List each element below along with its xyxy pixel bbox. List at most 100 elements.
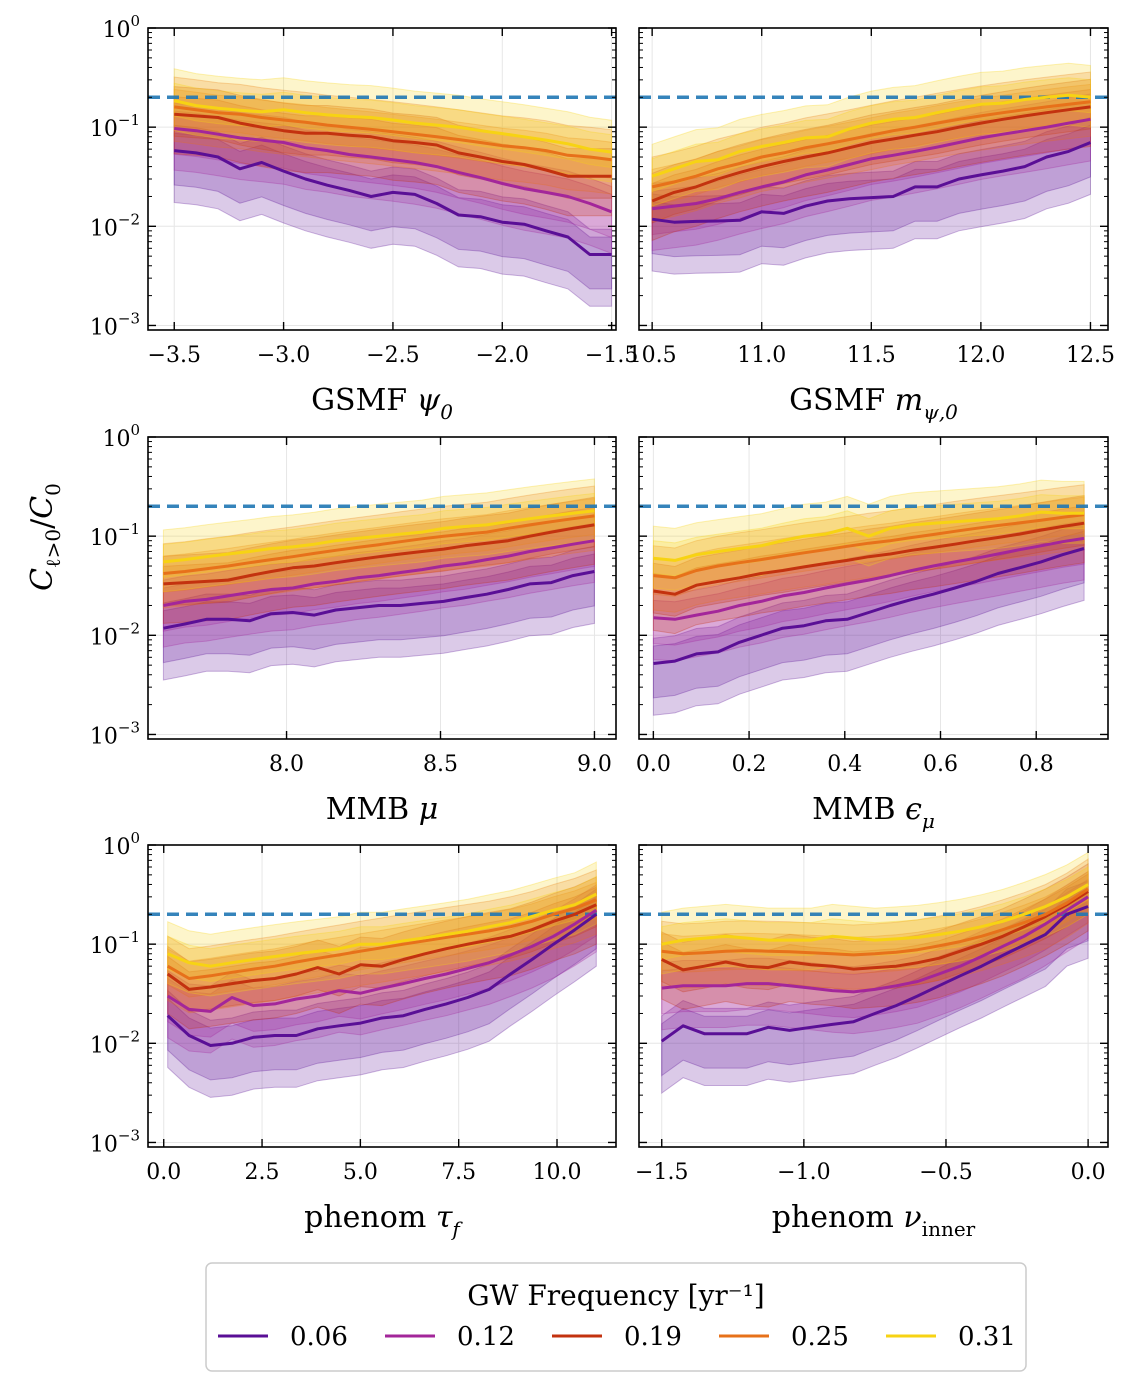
y-tick-label: 10−2 <box>90 619 140 650</box>
band-0.12-inner <box>162 522 595 632</box>
series-line-0.31 <box>163 509 595 564</box>
y-tick-label: 10−1 <box>90 520 140 551</box>
series-line-0.06 <box>174 149 612 256</box>
series-line-0.19 <box>166 903 597 991</box>
y-tick-label: 100 <box>102 421 140 452</box>
band-0.25-inner <box>167 881 597 998</box>
x-tick-label: 0.0 <box>1071 1160 1106 1185</box>
plot-area <box>639 479 1108 716</box>
x-tick-label: 2.5 <box>245 1160 280 1185</box>
x-tick-label: 0.4 <box>827 752 862 777</box>
x-tick-label: 0.0 <box>146 1160 181 1185</box>
series-line-0.19 <box>163 523 595 586</box>
series-line-0.12 <box>174 127 613 214</box>
legend-label-0.06: 0.06 <box>290 1322 348 1352</box>
x-tick-label: −3.5 <box>148 343 201 368</box>
legend-label-0.12: 0.12 <box>457 1322 515 1352</box>
x-tick-label: 10.0 <box>533 1160 582 1185</box>
series-line-0.06 <box>653 547 1085 665</box>
series-line-0.31 <box>167 892 597 968</box>
plot-area <box>148 861 616 1098</box>
series-line-0.31 <box>653 510 1085 562</box>
legend-box <box>205 1262 1027 1372</box>
x-tick-label: 0.8 <box>1019 752 1054 777</box>
x-axis-label: phenom τf <box>304 1200 463 1241</box>
panel-mmb-epsmu: 0.0 0.2 0.4 0.6 0.8 MMB ϵμ <box>636 436 1109 833</box>
legend-title: GW Frequency [yr⁻¹] <box>467 1279 764 1312</box>
panel-phenom-tauf: 0.0 2.5 5.0 7.5 10.0 10−3 10−2 10−1 100 phenom τf <box>90 829 617 1241</box>
series-line-0.19 <box>174 112 612 178</box>
x-tick-label: 7.5 <box>441 1160 476 1185</box>
y-tick-label: 100 <box>102 829 140 860</box>
panel-mmb-mu: 8.0 8.5 9.0 10−3 10−2 10−1 100 MMB μ <box>90 421 617 827</box>
band-0.12-outer <box>661 870 1089 1035</box>
series-line-0.19 <box>651 105 1091 203</box>
plot-area <box>639 62 1108 275</box>
band-0.19-outer <box>661 862 1089 1010</box>
series-line-0.25 <box>166 898 597 980</box>
legend: GW Frequency [yr⁻¹] 0.06 0.12 0.19 0.25 0.31 <box>205 1262 1027 1372</box>
panel-phenom-nuinner: −1.5 −1.0 −0.5 0.0 phenom νinner <box>635 844 1109 1241</box>
x-tick-label: 11.5 <box>847 343 896 368</box>
band-0.25-outer <box>173 76 613 195</box>
band-0.12-inner <box>652 520 1085 646</box>
y-tick-label: 100 <box>102 12 140 43</box>
y-tick-label: 10−2 <box>90 1027 140 1058</box>
x-tick-label: −1.0 <box>777 1160 830 1185</box>
band-0.25-outer <box>162 485 595 609</box>
series-line-0.25 <box>163 514 595 575</box>
y-tick-label: 10−1 <box>90 111 140 142</box>
series-line-0.19 <box>653 521 1085 596</box>
series-line-0.19 <box>661 890 1089 972</box>
series-line-0.06 <box>660 905 1089 1043</box>
band-0.12-inner <box>167 891 597 1038</box>
band-0.31-outer <box>167 861 597 997</box>
band-0.25-outer <box>651 71 1091 222</box>
series-line-0.25 <box>653 513 1085 580</box>
x-axis-label: MMB μ <box>326 792 439 827</box>
x-tick-label: −3.0 <box>257 343 310 368</box>
y-tick-label: 10−3 <box>90 718 140 749</box>
y-tick-label: 10−3 <box>90 1126 140 1157</box>
band-0.06-outer <box>651 116 1091 275</box>
band-0.19-outer <box>652 495 1085 635</box>
x-tick-label: 11.0 <box>737 343 786 368</box>
band-0.25-outer <box>652 484 1085 613</box>
series-line-0.31 <box>661 883 1089 946</box>
x-tick-label: 0.2 <box>732 752 767 777</box>
x-tick-label: 12.0 <box>956 343 1005 368</box>
x-tick-label: −1.5 <box>635 1160 688 1185</box>
band-0.25-inner <box>173 88 613 179</box>
series-line-0.31 <box>651 93 1091 178</box>
series-line-0.12 <box>163 539 595 607</box>
series-line-0.06 <box>166 913 598 1047</box>
y-axis-label: Cℓ>0/C0 <box>25 483 65 591</box>
panel-gsmf-psi0: −3.5 −3.0 −2.5 −2.0 −1.5 10−3 10−2 10−1 100 GSMF … <box>90 12 638 424</box>
series-line-0.31 <box>173 99 612 154</box>
panel-gsmf-mpsi0: 10.5 11.0 11.5 12.0 12.5 GSMF mψ,0 <box>628 27 1115 424</box>
band-0.19-outer <box>167 876 597 1030</box>
y-tick-label: 10−3 <box>90 309 140 340</box>
band-0.25-inner <box>652 496 1085 597</box>
panels: −3.5 −3.0 −2.5 −2.0 −1.5 10−3 10−2 10−1 100 GSMF … <box>90 12 1115 1241</box>
plot-area <box>148 68 616 307</box>
x-tick-label: −2.0 <box>476 343 529 368</box>
legend-label-0.25: 0.25 <box>791 1322 849 1352</box>
y-tick-label: 10−1 <box>90 928 140 959</box>
series-line-0.25 <box>174 105 612 162</box>
x-tick-label: 0.0 <box>636 752 671 777</box>
x-tick-label: −1.5 <box>585 343 638 368</box>
plot-area <box>639 851 1108 1095</box>
series-line-0.25 <box>651 100 1091 189</box>
series-line-0.25 <box>661 887 1089 957</box>
x-tick-label: −0.5 <box>919 1160 972 1185</box>
band-0.19-outer <box>162 496 595 624</box>
x-tick-label: 12.5 <box>1066 343 1115 368</box>
x-tick-label: 8.5 <box>423 752 458 777</box>
band-0.19-inner <box>167 886 597 1012</box>
x-axis-label: GSMF mψ,0 <box>789 383 958 424</box>
band-0.06-inner <box>162 553 595 664</box>
band-0.06-inner <box>652 530 1085 699</box>
series-line-0.12 <box>166 908 598 1013</box>
